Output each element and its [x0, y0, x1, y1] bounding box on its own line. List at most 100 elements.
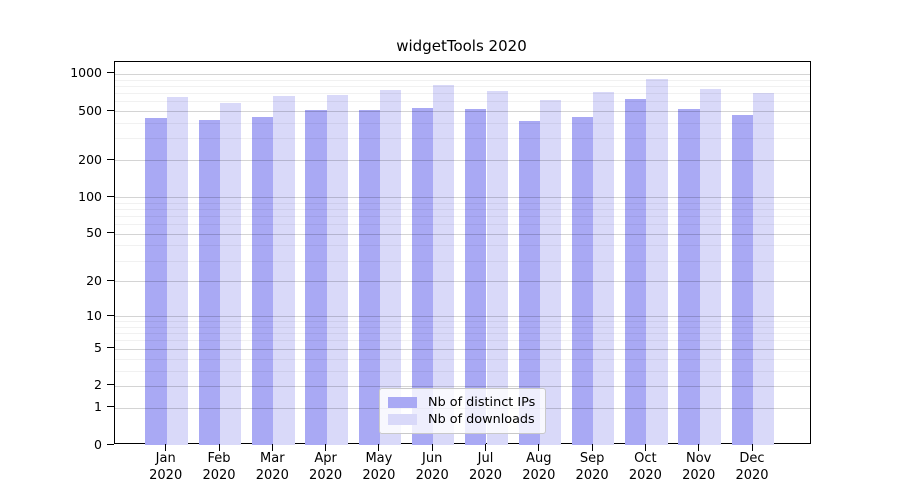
x-tick-label: Jun 2020 [400, 451, 464, 484]
x-tick-mark [378, 444, 380, 451]
x-tick-mark [271, 444, 273, 451]
minor-gridline [114, 79, 810, 81]
y-tick-mark [106, 406, 114, 408]
bar-ips-may [358, 109, 380, 445]
y-tick-label: 5 [94, 340, 102, 356]
bar-ips-jan [145, 118, 167, 445]
y-tick-label: 1000 [70, 65, 102, 81]
x-tick-mark [325, 444, 327, 451]
bar-ips-oct [625, 99, 647, 445]
minor-gridline [114, 215, 810, 217]
legend-item-downloads: Nb of downloads [388, 411, 537, 428]
minor-gridline [114, 224, 810, 226]
grid-layer [114, 62, 810, 443]
x-tick-month: Jun [422, 451, 443, 466]
minor-gridline [114, 245, 810, 247]
bar-ips-apr [305, 109, 327, 445]
major-gridline [114, 111, 810, 113]
bar-downloads-may [379, 89, 402, 445]
bar-downloads-jul [486, 90, 508, 445]
legend: Nb of distinct IPs Nb of downloads [379, 388, 546, 434]
x-tick-month: Jan [155, 451, 176, 466]
major-gridline [114, 281, 810, 283]
x-tick-label: Feb 2020 [187, 451, 251, 484]
x-tick-mark [751, 444, 753, 451]
bar-ips-nov [678, 108, 700, 445]
x-tick-year: 2020 [468, 467, 503, 483]
legend-item-distinct-ips: Nb of distinct IPs [388, 394, 537, 411]
minor-gridline [114, 101, 810, 103]
y-tick-mark [106, 347, 114, 349]
y-tick-label: 500 [78, 102, 102, 118]
x-tick-year: 2020 [149, 467, 183, 483]
x-tick-mark [538, 444, 540, 451]
x-tick-mark [485, 444, 486, 451]
x-tick-mark [218, 444, 220, 451]
x-tick-month: Sep [579, 451, 605, 466]
x-tick-month: Dec [739, 451, 765, 466]
bar-downloads-dec [753, 92, 775, 445]
chart-title: widgetTools 2020 [396, 37, 527, 55]
x-tick-label: Apr 2020 [294, 451, 358, 484]
minor-gridline [114, 333, 810, 335]
major-gridline [114, 73, 810, 75]
x-tick-month: Feb [207, 451, 231, 466]
bar-ips-dec [731, 114, 753, 445]
legend-label-distinct-ips: Nb of distinct IPs [428, 395, 536, 410]
y-tick-label: 20 [86, 272, 102, 288]
x-tick-year: 2020 [202, 467, 236, 483]
bar-ips-jul [465, 109, 487, 445]
minor-gridline [114, 260, 810, 262]
x-tick-year: 2020 [362, 467, 396, 483]
x-tick-year: 2020 [682, 467, 716, 483]
minor-gridline [114, 358, 810, 360]
minor-gridline [114, 340, 810, 342]
y-tick-mark [106, 279, 114, 281]
x-tick-month: Nov [686, 451, 712, 466]
x-tick-mark [431, 444, 433, 451]
x-tick-mark [644, 444, 646, 451]
minor-gridline [114, 208, 810, 210]
y-tick-mark [106, 443, 114, 445]
x-tick-month: Aug [526, 451, 552, 466]
x-tick-mark [591, 444, 593, 451]
y-tick-mark [106, 109, 114, 111]
x-tick-month: Jul [477, 451, 494, 466]
x-tick-mark [698, 444, 700, 451]
x-tick-year: 2020 [309, 467, 343, 483]
bar-downloads-jan [166, 96, 188, 445]
plot-area [113, 61, 811, 445]
y-tick-label: 2 [94, 377, 102, 393]
minor-gridline [114, 370, 810, 372]
y-tick-label: 200 [78, 151, 102, 167]
x-tick-month: Mar [260, 451, 285, 466]
major-gridline [114, 348, 810, 350]
bar-ips-aug [518, 121, 540, 445]
bar-ips-feb [198, 119, 220, 445]
bar-downloads-jun [433, 85, 455, 445]
x-tick-label: Nov 2020 [667, 451, 731, 484]
x-tick-label: Dec 2020 [720, 451, 784, 484]
y-tick-mark [106, 158, 114, 160]
y-tick-mark [106, 232, 114, 234]
y-tick-mark [106, 314, 114, 316]
minor-gridline [114, 122, 810, 124]
major-gridline [114, 233, 810, 235]
x-tick-year: 2020 [522, 467, 556, 483]
bar-ips-mar [252, 116, 274, 445]
x-tick-year: 2020 [255, 467, 289, 483]
x-tick-label: Mar 2020 [240, 451, 304, 484]
x-tick-label: Jan 2020 [134, 451, 198, 484]
x-tick-year: 2020 [735, 467, 769, 483]
y-tick-mark [106, 384, 114, 386]
y-tick-mark [106, 195, 114, 197]
x-tick-month: May [365, 451, 393, 466]
x-tick-year: 2020 [415, 467, 449, 483]
bar-downloads-feb [220, 103, 242, 445]
y-tick-mark [106, 72, 114, 74]
minor-gridline [114, 326, 810, 328]
y-tick-label: 0 [94, 436, 102, 452]
minor-gridline [114, 138, 810, 140]
bar-ips-sep [571, 116, 594, 445]
minor-gridline [114, 85, 810, 87]
